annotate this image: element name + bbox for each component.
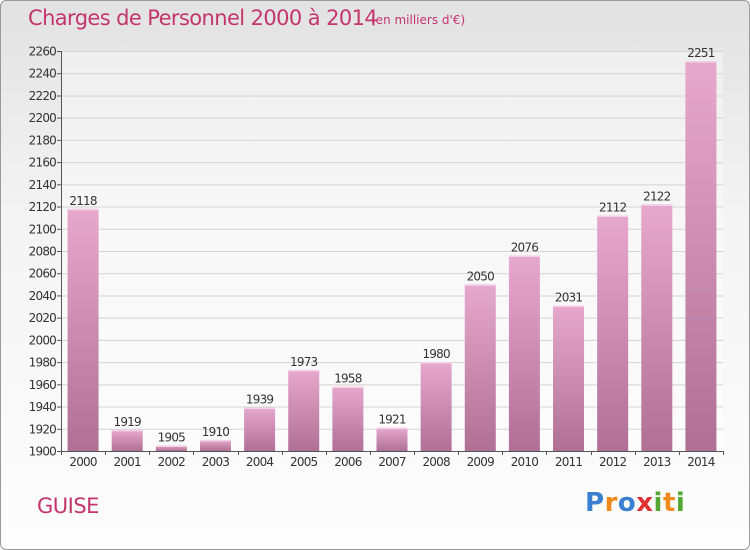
logo-letter: i xyxy=(675,488,686,518)
bar-highlight xyxy=(288,369,320,372)
bar xyxy=(288,369,320,451)
y-tick-label: 2220 xyxy=(29,89,57,103)
bar xyxy=(67,208,99,451)
bar xyxy=(244,407,276,451)
bar-highlight xyxy=(508,255,540,257)
data-label: 2251 xyxy=(687,46,715,60)
data-label: 1919 xyxy=(114,415,142,429)
logo-letter: i xyxy=(653,488,663,518)
bar-highlight xyxy=(376,427,408,430)
data-label: 2050 xyxy=(467,269,495,283)
bar xyxy=(155,445,187,451)
y-tick-label: 2160 xyxy=(29,156,57,170)
x-tick-label: 2005 xyxy=(290,455,318,469)
logo-letter: t xyxy=(662,488,676,518)
bar xyxy=(597,215,629,451)
data-label: 1905 xyxy=(158,430,186,444)
y-tick-label: 2100 xyxy=(29,222,57,236)
bar xyxy=(641,204,673,451)
bar-highlight xyxy=(332,386,364,389)
bar xyxy=(111,429,143,451)
y-tick-label: 2060 xyxy=(29,267,57,281)
data-label: 1958 xyxy=(334,372,362,386)
bar-highlight xyxy=(420,362,452,364)
bar xyxy=(553,305,585,451)
y-tick-label: 1940 xyxy=(29,400,57,414)
x-tick-label: 2007 xyxy=(378,455,406,469)
logo-letter: x xyxy=(636,488,654,518)
bar-highlight xyxy=(641,204,673,206)
logo-letter: r xyxy=(604,488,618,518)
x-tick-label: 2009 xyxy=(467,455,495,469)
bar-highlight xyxy=(199,439,231,442)
x-tick-label: 2008 xyxy=(422,455,450,469)
x-tick-label: 2013 xyxy=(643,455,671,469)
data-label: 2122 xyxy=(643,189,671,203)
logo-letter: P xyxy=(585,488,605,518)
y-tick-label: 1920 xyxy=(29,422,57,436)
data-label: 2076 xyxy=(511,240,539,254)
y-tick-label: 2040 xyxy=(29,289,57,303)
data-label: 2031 xyxy=(555,290,583,304)
commune-name: GUISE xyxy=(37,494,99,518)
bar-highlight xyxy=(685,61,717,63)
bar-highlight xyxy=(464,284,496,286)
y-tick-label: 2200 xyxy=(29,111,57,125)
y-tick-label: 2180 xyxy=(29,133,57,147)
x-tick-label: 2006 xyxy=(334,455,362,469)
bar xyxy=(420,362,452,451)
proxiti-logo[interactable]: Proxiti xyxy=(585,488,685,518)
y-tick-label: 2080 xyxy=(29,245,57,259)
bar xyxy=(508,255,540,451)
bar-highlight xyxy=(244,407,276,410)
data-label: 1910 xyxy=(202,425,230,439)
bar xyxy=(376,427,408,451)
data-label: 1939 xyxy=(246,393,274,407)
x-tick-label: 2003 xyxy=(202,455,230,469)
y-tick-label: 2240 xyxy=(29,67,57,81)
y-tick-label: 2020 xyxy=(29,311,57,325)
y-tick-label: 2260 xyxy=(29,45,57,59)
bar-highlight xyxy=(111,429,143,432)
data-label: 1980 xyxy=(422,347,450,361)
logo-letter: o xyxy=(617,488,637,518)
x-tick-label: 2002 xyxy=(158,455,186,469)
x-tick-label: 2001 xyxy=(114,455,142,469)
bar-highlight xyxy=(553,305,585,307)
chart-subtitle: (en milliers d'€) xyxy=(371,13,466,27)
bar-highlight xyxy=(67,208,99,211)
y-tick-label: 1980 xyxy=(29,356,57,370)
y-tick-label: 2140 xyxy=(29,178,57,192)
x-tick-label: 2010 xyxy=(511,455,539,469)
data-label: 1973 xyxy=(290,355,318,369)
y-tick-label: 1960 xyxy=(29,378,57,392)
x-tick-label: 2004 xyxy=(246,455,274,469)
bar-highlight xyxy=(597,215,629,217)
chart-title: Charges de Personnel 2000 à 2014 xyxy=(28,6,378,30)
bar xyxy=(199,439,231,451)
data-label: 1921 xyxy=(378,413,406,427)
bar-highlight xyxy=(155,445,187,447)
x-tick-label: 2000 xyxy=(69,455,97,469)
data-label: 2112 xyxy=(599,200,627,214)
data-label: 2118 xyxy=(69,194,97,208)
x-tick-label: 2014 xyxy=(687,455,715,469)
bar xyxy=(332,386,364,451)
bar xyxy=(685,61,717,451)
bar xyxy=(464,284,496,451)
y-tick-label: 2000 xyxy=(29,333,57,347)
x-tick-label: 2012 xyxy=(599,455,627,469)
x-tick-label: 2011 xyxy=(555,455,583,469)
y-tick-label: 1900 xyxy=(29,445,57,459)
y-tick-label: 2120 xyxy=(29,200,57,214)
